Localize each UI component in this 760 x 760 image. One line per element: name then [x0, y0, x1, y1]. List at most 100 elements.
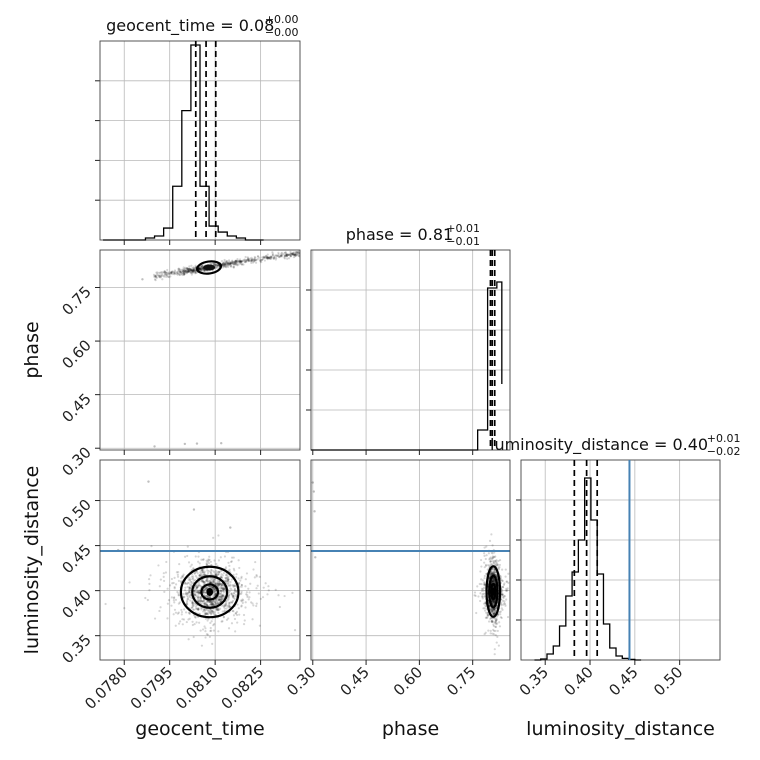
sample-point	[166, 271, 169, 274]
sample-point	[285, 254, 288, 257]
sample-point	[272, 257, 276, 260]
sample-point	[214, 613, 217, 617]
outlier-point	[312, 490, 316, 493]
sample-point	[495, 623, 498, 626]
sample-point	[211, 600, 214, 604]
sample-point	[189, 565, 192, 568]
sample-point	[239, 592, 242, 596]
sample-point	[259, 597, 262, 600]
sample-point	[251, 259, 254, 263]
sample-point	[223, 260, 226, 263]
sample-point	[486, 568, 489, 571]
sample-point	[284, 251, 287, 254]
sample-point	[153, 275, 156, 278]
sample-point	[494, 629, 497, 633]
sample-point	[246, 595, 249, 599]
sample-point	[205, 579, 208, 582]
sample-point	[278, 255, 282, 258]
sample-point	[214, 601, 217, 604]
sample-point	[292, 253, 295, 256]
sample-point	[214, 266, 218, 270]
outlier-point	[159, 275, 162, 279]
sample-point	[498, 621, 501, 624]
sample-point	[255, 259, 258, 262]
sample-point	[186, 581, 189, 584]
sample-point	[213, 588, 216, 591]
sample-point	[183, 272, 186, 275]
sample-point	[228, 584, 231, 587]
sample-point	[251, 258, 254, 262]
sample-point	[493, 612, 496, 615]
sample-point	[197, 596, 200, 599]
sample-point	[228, 262, 231, 265]
sample-point	[492, 581, 495, 584]
sample-point	[224, 567, 227, 570]
sample-point	[491, 599, 495, 602]
sample-point	[271, 253, 274, 257]
sample-point	[253, 576, 256, 579]
sample-point	[165, 274, 168, 277]
sample-point	[481, 595, 485, 598]
sample-point	[223, 265, 226, 268]
sample-point	[240, 600, 243, 603]
sample-point	[202, 581, 205, 584]
sample-point	[225, 601, 228, 604]
sample-point	[492, 580, 495, 583]
sample-point	[228, 590, 232, 593]
sample-point	[223, 588, 226, 591]
sample-point	[491, 619, 494, 622]
sample-point	[492, 600, 496, 603]
sample-point	[261, 257, 265, 261]
sample-point	[203, 570, 206, 573]
sample-point	[180, 613, 183, 616]
sample-point	[496, 614, 500, 617]
sample-point	[217, 582, 220, 585]
sample-point	[203, 588, 206, 591]
sample-point	[226, 605, 229, 608]
sample-point	[283, 594, 286, 598]
sample-point	[229, 262, 232, 266]
sample-point	[164, 273, 167, 276]
sample-point	[246, 258, 249, 261]
sample-point	[494, 625, 497, 628]
sample-point	[492, 608, 495, 611]
sample-point	[183, 589, 187, 592]
sample-point	[198, 266, 201, 270]
sample-point	[180, 577, 183, 580]
sample-point	[155, 274, 158, 277]
contour-core	[206, 587, 214, 596]
sample-point	[494, 620, 497, 624]
outlier-point	[229, 526, 232, 529]
sample-point	[204, 586, 207, 589]
sample-point	[192, 635, 195, 639]
sample-point	[195, 586, 199, 589]
sample-point	[210, 600, 213, 604]
sample-point	[504, 604, 507, 607]
sample-point	[198, 574, 201, 577]
sample-point	[144, 596, 147, 600]
sample-point	[184, 611, 188, 614]
sample-point	[178, 270, 182, 273]
sample-point	[201, 573, 204, 576]
sample-point	[212, 586, 215, 589]
sample-point	[220, 584, 223, 587]
sample-point	[240, 583, 243, 587]
sample-point	[187, 270, 190, 273]
sample-point	[194, 272, 197, 275]
sample-point	[253, 258, 256, 261]
sample-point	[501, 593, 504, 596]
y-tick-label: 0.30	[58, 443, 94, 479]
sample-point	[220, 587, 223, 590]
sample-point	[215, 264, 218, 267]
sample-point	[213, 262, 216, 265]
sample-point	[212, 586, 215, 589]
sample-point	[489, 560, 492, 563]
sample-point	[244, 255, 247, 259]
sample-point	[491, 570, 495, 573]
sample-point	[204, 617, 207, 620]
sample-point	[224, 602, 227, 605]
sample-point	[493, 555, 496, 559]
sample-point	[494, 625, 498, 629]
sample-point	[187, 269, 190, 273]
sample-point	[209, 611, 212, 615]
